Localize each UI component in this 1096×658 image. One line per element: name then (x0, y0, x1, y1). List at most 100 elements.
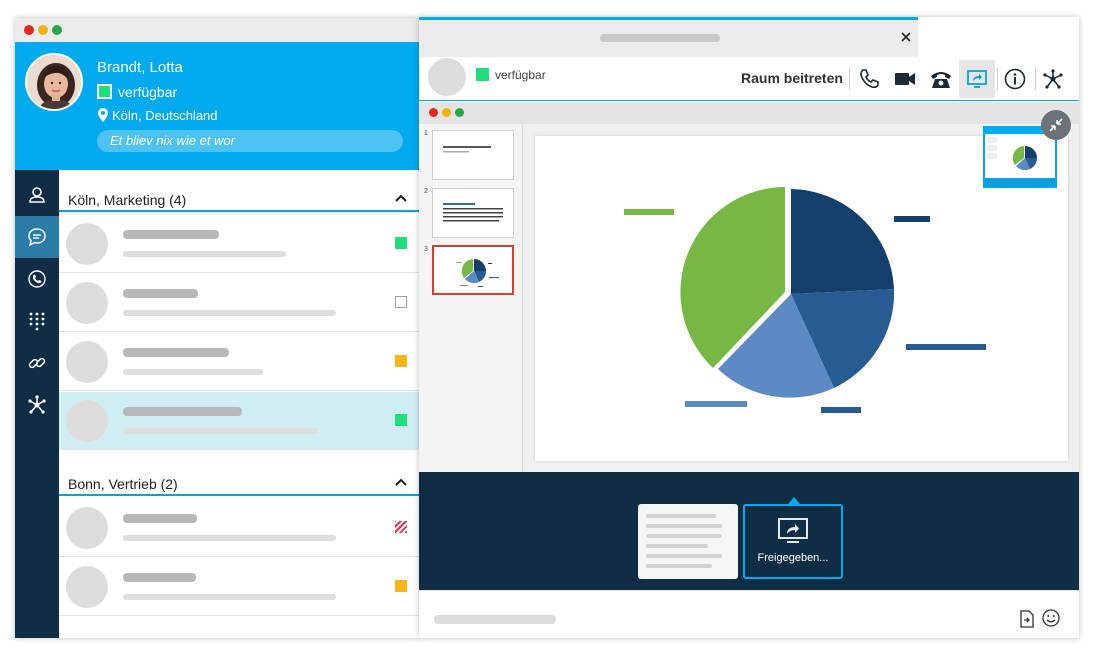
group-header-koeln[interactable]: Köln, Marketing (4) (59, 188, 420, 212)
divider (1035, 68, 1036, 90)
maximize-window-button[interactable] (52, 25, 62, 35)
network-button[interactable] (1035, 60, 1071, 98)
close-icon[interactable] (899, 30, 913, 44)
network-icon (1043, 69, 1063, 89)
phone-icon (860, 69, 879, 89)
desk-phone-icon (931, 72, 951, 88)
status-badge (395, 296, 407, 308)
file-send-icon[interactable] (1019, 610, 1035, 628)
share-source-shared[interactable]: Freigegeben... (743, 504, 843, 579)
nav-chat[interactable] (15, 216, 59, 258)
slide-thumbnail-1[interactable] (432, 130, 514, 180)
navigation-rail (15, 170, 59, 638)
video-icon (895, 73, 915, 85)
doc-line (646, 544, 708, 548)
thumbnail-number: 1 (424, 130, 428, 137)
status-message-field[interactable]: Et bliev nix wie et wor (97, 130, 403, 152)
divider (849, 68, 850, 90)
shared-window-close-dot (429, 108, 438, 117)
shared-window-maximize-dot (455, 108, 464, 117)
doc-line (646, 514, 716, 518)
thumbnail-number: 3 (424, 246, 428, 253)
contact-name-placeholder (123, 230, 219, 239)
status-badge (395, 414, 407, 426)
screen-share-icon (967, 70, 987, 88)
screen-share-button[interactable] (959, 60, 995, 98)
doc-line (646, 534, 722, 538)
minimize-window-button[interactable] (38, 25, 48, 35)
call-history-icon (28, 270, 46, 288)
contact-avatar (66, 223, 108, 265)
shared-window-titlebar (419, 102, 1079, 124)
message-input[interactable] (434, 615, 556, 624)
shared-window-controls (429, 108, 464, 117)
slide-thumbnail-2[interactable] (432, 188, 514, 238)
contact-icon (29, 187, 45, 203)
screen-share-icon (778, 518, 808, 543)
group-header-bonn[interactable]: Bonn, Vertrieb (2) (59, 472, 420, 496)
close-window-button[interactable] (24, 25, 34, 35)
video-call-button[interactable] (887, 60, 923, 98)
emoji-icon[interactable] (1042, 609, 1060, 627)
thumbnail-number: 2 (424, 188, 428, 195)
status-badge (395, 580, 407, 592)
pie-slice-mid-blue (791, 289, 895, 388)
contact-detail-placeholder (123, 251, 286, 257)
slide-thumbnail-preview (443, 203, 503, 222)
legend-bar-mid-blue (906, 344, 986, 350)
group-title: Köln, Marketing (4) (68, 192, 187, 208)
nav-dialpad[interactable] (15, 300, 59, 342)
doc-line (646, 554, 722, 558)
audio-call-button[interactable] (851, 60, 887, 98)
contact-detail-placeholder (123, 310, 336, 316)
chevron-up-icon[interactable] (394, 191, 408, 205)
contact-detail-placeholder (123, 369, 263, 375)
collapse-fullscreen-button[interactable] (1041, 110, 1071, 140)
status-badge (395, 521, 407, 533)
join-room-button[interactable]: Raum beitreten (741, 70, 843, 86)
list-item[interactable] (59, 274, 420, 332)
doc-line (646, 524, 722, 528)
network-icon (28, 395, 46, 414)
list-item[interactable] (59, 333, 420, 391)
contact-name-placeholder (123, 348, 229, 357)
list-item[interactable] (59, 215, 420, 273)
window-controls (24, 25, 62, 35)
contact-avatar[interactable] (428, 58, 466, 96)
info-button[interactable] (997, 60, 1033, 98)
shared-label: Freigegeben... (757, 552, 829, 564)
mini-preview-graphic (985, 128, 1055, 186)
user-avatar[interactable] (25, 53, 83, 111)
presence-indicator (97, 84, 112, 99)
chevron-up-icon[interactable] (394, 475, 408, 489)
contact-name-placeholder (123, 407, 242, 416)
nav-links[interactable] (15, 342, 59, 384)
tab-title-placeholder (600, 34, 720, 42)
nav-network[interactable] (15, 384, 59, 426)
presence-label[interactable]: verfügbar (118, 84, 178, 100)
location-pin-icon (98, 108, 108, 122)
contact-list: Köln, Marketing (4) (59, 170, 420, 638)
pie-chart-graphic (624, 187, 986, 413)
contact-avatar (66, 507, 108, 549)
share-source-document[interactable] (638, 504, 738, 579)
desk-phone-button[interactable] (923, 60, 959, 98)
mini-preview-window[interactable] (983, 126, 1057, 188)
conversation-tab[interactable] (419, 17, 918, 57)
pie-slice-light-blue (718, 294, 834, 398)
legend-bar-mid-blue-2 (821, 407, 861, 413)
link-icon (28, 357, 46, 369)
contact-avatar (66, 282, 108, 324)
list-item[interactable] (59, 558, 420, 616)
nav-contacts[interactable] (15, 174, 59, 216)
contact-avatar (66, 566, 108, 608)
nav-call-history[interactable] (15, 258, 59, 300)
pie-slice-dark-blue (791, 189, 894, 294)
list-item[interactable] (59, 499, 420, 557)
slide-thumbnail-3[interactable] (432, 245, 514, 295)
contact-avatar (66, 341, 108, 383)
list-item-selected[interactable] (59, 392, 420, 450)
status-badge (395, 355, 407, 367)
dialpad-icon (29, 312, 45, 331)
slide-thumbnails: 1 2 3 (419, 124, 523, 472)
